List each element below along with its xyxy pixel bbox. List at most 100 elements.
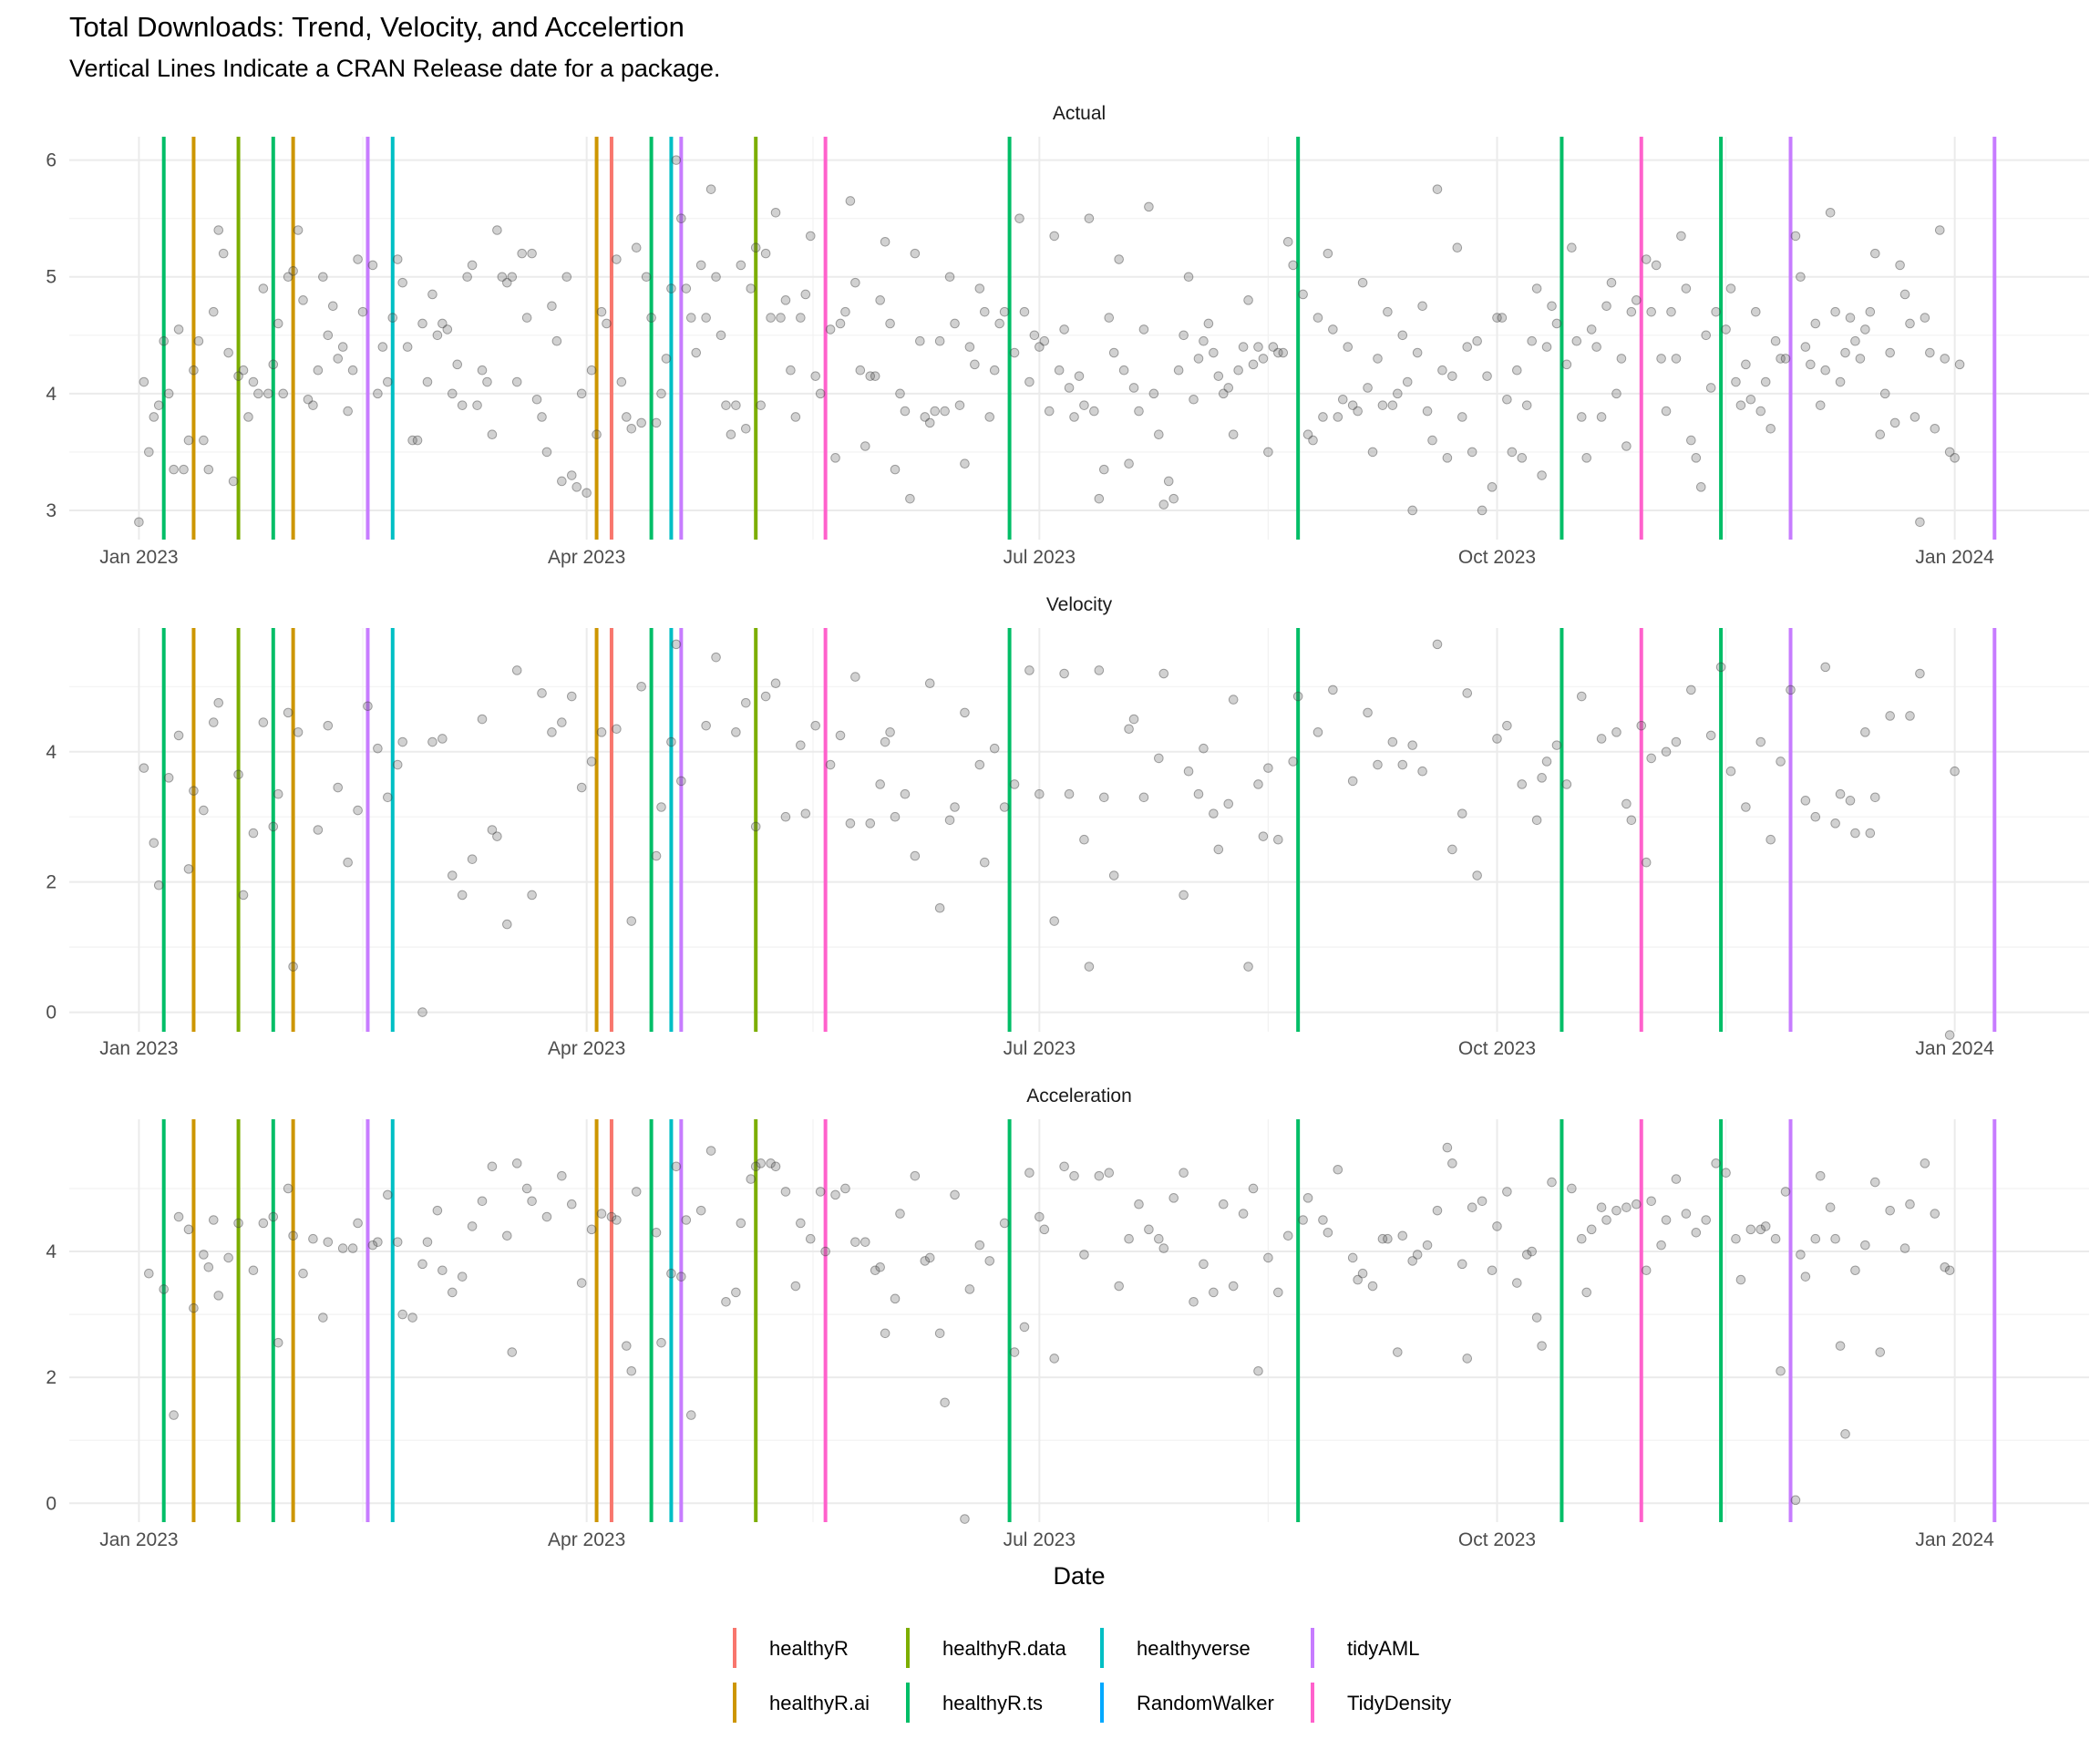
data-point (1213, 844, 1224, 855)
data-point (606, 1211, 617, 1222)
data-point (1312, 727, 1323, 737)
data-point (1393, 388, 1403, 399)
data-point (144, 447, 154, 458)
data-point (1447, 1158, 1457, 1168)
data-point (303, 394, 314, 405)
data-point (1596, 412, 1607, 422)
data-point (1024, 665, 1035, 675)
data-point (179, 464, 189, 475)
data-point (1850, 335, 1860, 346)
data-point (1442, 453, 1453, 463)
data-point (1621, 798, 1632, 809)
data-point (1282, 1230, 1293, 1241)
data-point (238, 365, 249, 376)
data-point (865, 818, 876, 829)
data-point (880, 237, 890, 247)
data-point (438, 1265, 448, 1276)
data-point (1209, 808, 1219, 818)
data-point (960, 707, 970, 718)
data-point (1711, 1158, 1721, 1168)
data-point (1447, 844, 1457, 855)
data-point (1049, 1354, 1060, 1364)
data-point (163, 388, 174, 399)
data-point (1412, 1250, 1423, 1260)
data-point (1069, 412, 1079, 422)
data-point (1850, 828, 1860, 839)
data-point (1482, 371, 1492, 381)
data-point (487, 1161, 498, 1172)
data-point (387, 313, 398, 323)
data-point (1353, 406, 1363, 417)
data-point (258, 717, 269, 727)
data-point (875, 1261, 885, 1272)
data-point (1701, 1215, 1712, 1225)
data-point (731, 1287, 741, 1298)
data-point (318, 272, 328, 283)
data-point (1954, 359, 1965, 370)
data-point (1407, 740, 1417, 750)
data-point (1666, 306, 1676, 317)
y-tick-label: 4 (46, 384, 57, 405)
data-point (905, 493, 915, 504)
data-point (1228, 429, 1239, 439)
data-point (880, 1328, 890, 1339)
data-point (721, 400, 731, 410)
data-point (1328, 324, 1338, 335)
data-point (1806, 359, 1816, 370)
data-point (1343, 342, 1354, 352)
data-point (1049, 916, 1060, 926)
data-point (1741, 359, 1751, 370)
data-point (805, 1233, 816, 1244)
data-point (1840, 1429, 1850, 1439)
data-point (920, 412, 931, 422)
data-point (273, 318, 283, 329)
data-point (741, 697, 751, 708)
data-point (596, 1209, 607, 1219)
data-point (1741, 802, 1751, 812)
y-tick-label: 2 (46, 872, 57, 893)
data-point (1199, 335, 1209, 346)
data-point (1820, 365, 1831, 376)
data-point (323, 330, 334, 341)
data-point (1029, 330, 1040, 341)
data-point (1671, 1174, 1682, 1184)
data-point (407, 1312, 417, 1323)
data-point (790, 412, 801, 422)
data-point (208, 1215, 219, 1225)
data-point (392, 254, 403, 264)
data-point (1193, 354, 1204, 364)
data-point (736, 1218, 746, 1229)
data-point (1910, 412, 1920, 422)
data-point (1611, 727, 1621, 737)
data-point (1118, 365, 1129, 376)
data-point (1905, 711, 1915, 721)
data-point (1337, 394, 1348, 405)
data-point (173, 1211, 184, 1222)
data-point (924, 1252, 935, 1263)
data-point (701, 720, 711, 731)
data-point (1253, 779, 1263, 789)
data-point (940, 406, 950, 417)
data-point (860, 441, 870, 451)
data-point (333, 782, 344, 793)
data-point (1895, 260, 1905, 271)
data-point (189, 365, 199, 376)
data-point (337, 342, 348, 352)
data-point (228, 476, 239, 487)
data-point (1124, 1233, 1134, 1244)
data-point (1576, 1233, 1587, 1244)
data-point (1288, 260, 1298, 271)
data-point (1731, 376, 1741, 387)
legend-item: healthyverse (1100, 1628, 1251, 1668)
data-point (1656, 1240, 1666, 1251)
data-point (1850, 1265, 1860, 1276)
data-point (586, 365, 597, 376)
data-point (1855, 354, 1866, 364)
data-point (502, 277, 512, 288)
data-point (487, 825, 498, 835)
data-point (1407, 505, 1417, 516)
data-point (1263, 447, 1273, 458)
data-point (417, 318, 427, 329)
data-point (1646, 753, 1656, 764)
data-point (442, 324, 453, 335)
